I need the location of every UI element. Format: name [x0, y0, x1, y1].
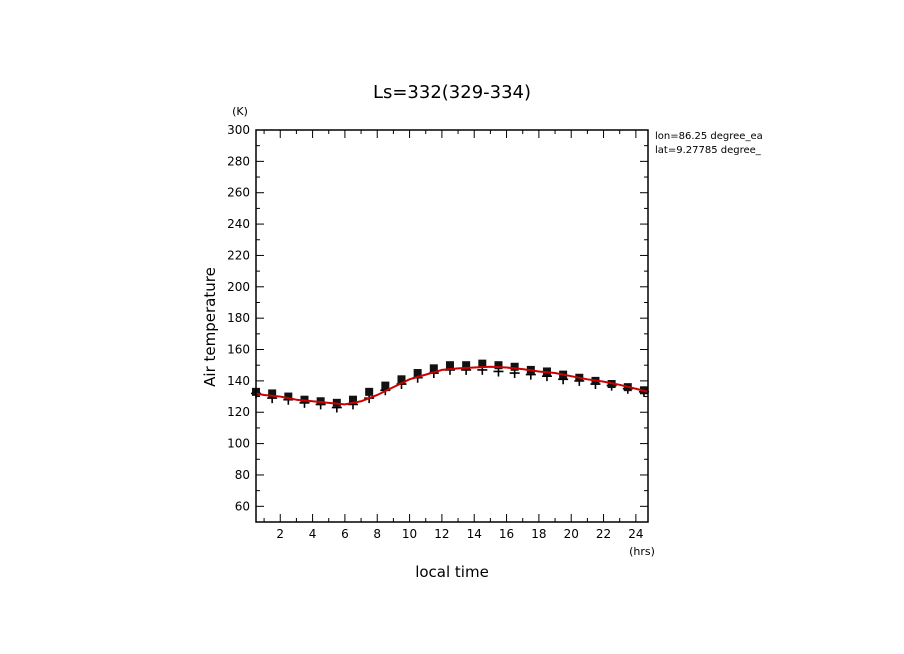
y-tick-label: 160 — [227, 343, 250, 357]
square-marker — [348, 395, 357, 404]
x-tick-label: 20 — [564, 527, 579, 541]
chart-title: Ls=332(329-334) — [373, 82, 531, 103]
x-tick-label: 18 — [531, 527, 546, 541]
square-marker — [413, 369, 422, 378]
annotation-lat: lat=9.27785 degree_ — [655, 145, 762, 156]
x-tick-label: 16 — [499, 527, 514, 541]
square-marker — [365, 387, 374, 396]
series-line — [255, 365, 649, 406]
y-tick-label: 60 — [235, 499, 250, 513]
y-axis-label: Air temperature — [201, 267, 219, 387]
y-tick-label: 280 — [227, 154, 250, 168]
x-tick-label: 8 — [373, 527, 381, 541]
x-tick-label: 4 — [309, 527, 317, 541]
x-tick-label: 14 — [467, 527, 482, 541]
x-tick-label: 22 — [596, 527, 611, 541]
square-marker — [397, 375, 406, 384]
y-tick-label: 200 — [227, 280, 250, 294]
y-tick-label: 180 — [227, 311, 250, 325]
y-tick-label: 260 — [227, 186, 250, 200]
y-tick-label: 140 — [227, 374, 250, 388]
plot-frame — [255, 129, 649, 523]
square-marker — [429, 364, 438, 373]
x-tick-label: 24 — [628, 527, 643, 541]
y-tick-label: 100 — [227, 437, 250, 451]
square-marker — [381, 381, 390, 390]
y-tick-label: 120 — [227, 405, 250, 419]
square-marker — [510, 362, 519, 371]
x-unit-label: (hrs) — [629, 545, 655, 558]
y-unit-label: (K) — [232, 105, 248, 118]
x-tick-label: 6 — [341, 527, 349, 541]
y-tick-label: 220 — [227, 248, 250, 262]
square-marker — [478, 359, 487, 368]
x-axis-label: local time — [415, 563, 489, 581]
square-marker — [494, 361, 503, 370]
square-marker — [445, 361, 454, 370]
square-marker — [284, 392, 293, 401]
y-tick-label: 300 — [227, 123, 250, 137]
x-tick-label: 2 — [276, 527, 284, 541]
square-marker — [268, 389, 277, 398]
x-tick-label: 10 — [402, 527, 417, 541]
square-marker — [462, 361, 471, 370]
axis-ticks: 2 4 6 8 10 12 14 16 18 20 22 2460801001201401601802… — [227, 123, 648, 541]
data-marks — [251, 359, 649, 413]
x-tick-label: 12 — [434, 527, 449, 541]
annotation-lon: lon=86.25 degree_ea — [655, 131, 763, 142]
y-tick-label: 80 — [235, 468, 250, 482]
y-tick-label: 240 — [227, 217, 250, 231]
